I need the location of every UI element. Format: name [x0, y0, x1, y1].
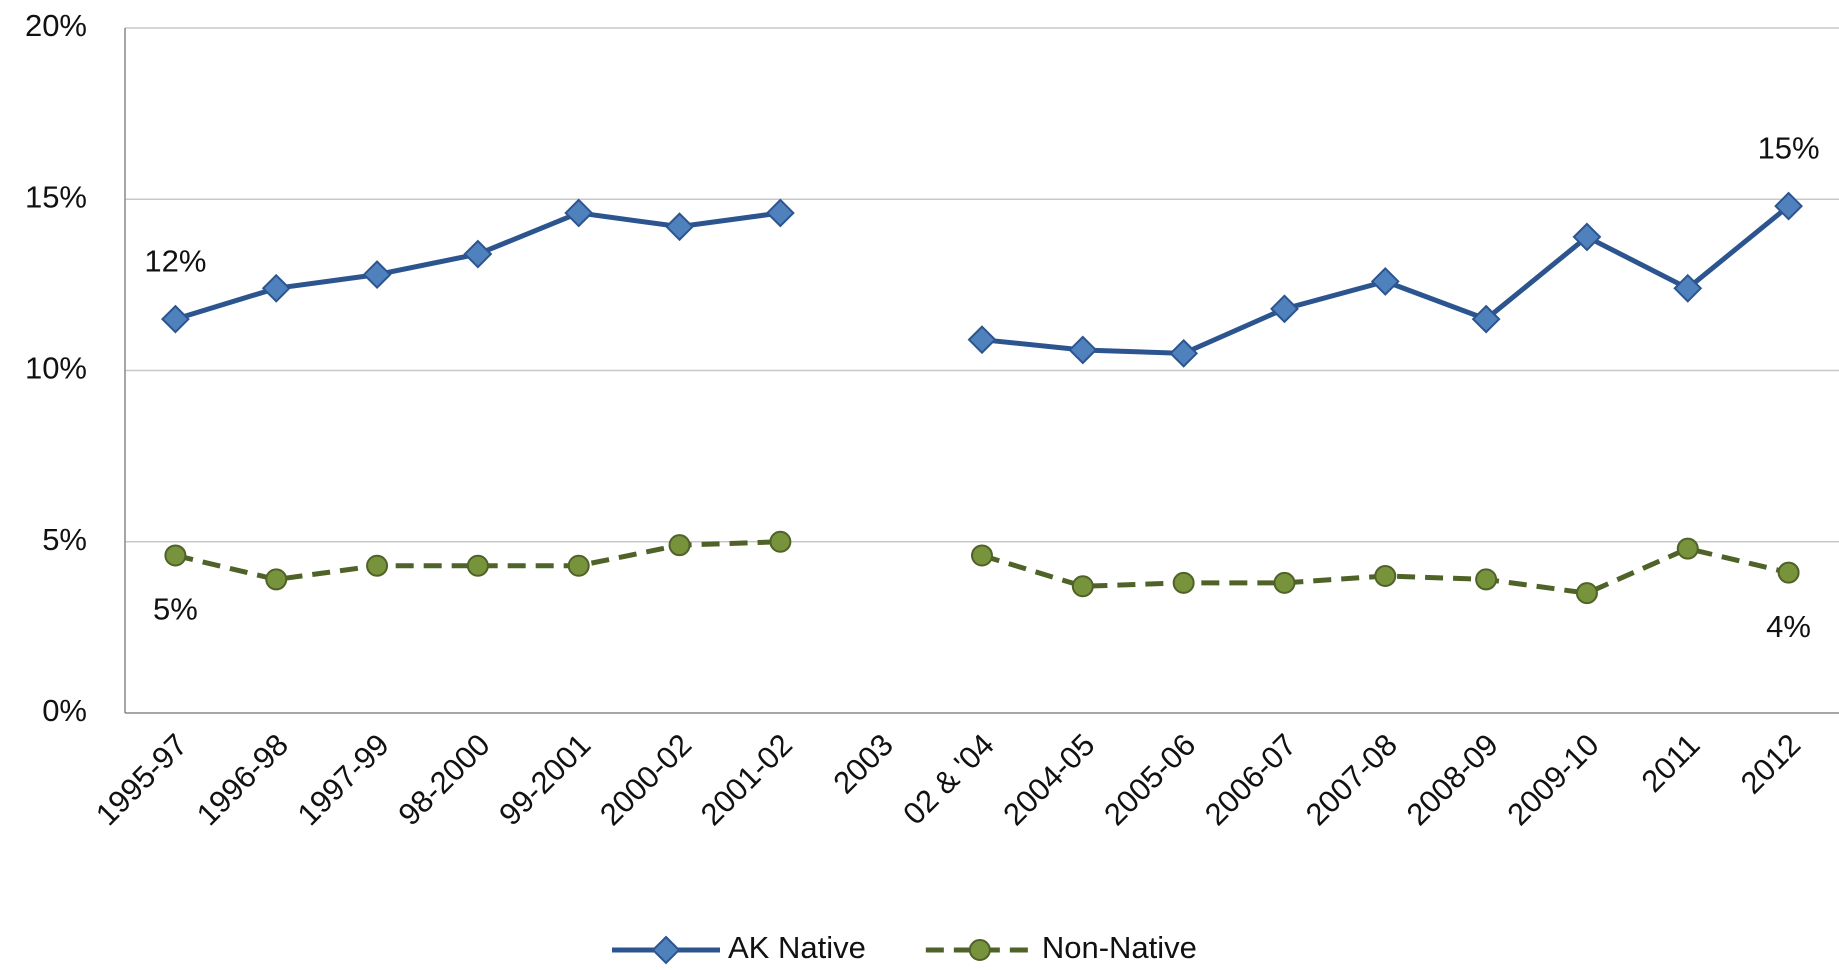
data-point [463, 239, 493, 269]
data-point [1572, 222, 1602, 252]
data-point [1370, 267, 1400, 296]
data-point [1273, 571, 1296, 594]
data-label: 15% [1758, 130, 1820, 165]
data-point [1068, 335, 1098, 365]
data-point [466, 554, 489, 577]
data-point [265, 568, 288, 591]
data-point [567, 554, 590, 577]
data-point [668, 534, 691, 557]
data-point [1475, 568, 1498, 591]
data-point [1575, 582, 1598, 605]
data-point [1169, 338, 1199, 368]
data-point [665, 212, 694, 242]
data-point [160, 304, 190, 334]
legend-marker [968, 939, 991, 961]
legend-marker [651, 935, 681, 965]
x-tick-label: 1997-99 [291, 727, 396, 832]
y-tick-label: 15% [25, 179, 87, 214]
data-point [1071, 575, 1094, 598]
data-label: 4% [1766, 609, 1811, 644]
y-tick-label: 5% [42, 522, 87, 557]
x-tick-label: 1996-98 [190, 727, 295, 832]
x-tick-label: 2005-06 [1097, 727, 1202, 832]
x-tick-label: 98-2000 [391, 727, 496, 832]
y-tick-label: 10% [25, 351, 87, 386]
data-point [1471, 304, 1501, 334]
data-point [1374, 565, 1397, 587]
data-point [1172, 571, 1195, 594]
data-point [971, 544, 993, 567]
data-point [1676, 537, 1699, 560]
y-tick-label: 0% [42, 693, 87, 728]
x-tick-label: 2003 [826, 727, 900, 801]
y-tick-label: 20% [25, 8, 87, 43]
data-point [261, 273, 291, 303]
data-point [1673, 273, 1703, 303]
x-tick-label: 2008-09 [1400, 727, 1505, 832]
x-tick-label: 2012 [1734, 727, 1808, 801]
x-tick-label: 2000-02 [593, 727, 698, 832]
data-point [1270, 294, 1299, 324]
data-point [164, 544, 187, 567]
x-tick-label: 2004-05 [996, 727, 1101, 832]
data-point [769, 530, 792, 553]
data-point [1774, 191, 1804, 221]
x-tick-label: 2001-02 [694, 727, 799, 832]
data-point [564, 198, 594, 228]
data-point [1777, 561, 1800, 584]
data-point [366, 554, 389, 577]
x-tick-label: 2006-07 [1198, 727, 1303, 832]
data-point [967, 325, 997, 355]
legend-label: Non-Native [1042, 930, 1197, 965]
x-tick-label: 02 & '04 [896, 727, 1001, 832]
x-tick-label: 1995-97 [89, 727, 194, 832]
data-label: 12% [144, 243, 206, 278]
data-label: 5% [153, 592, 198, 627]
data-point [362, 260, 392, 290]
x-tick-label: 2007-08 [1299, 727, 1404, 832]
x-tick-label: 2009-10 [1500, 727, 1605, 832]
legend-label: AK Native [728, 930, 866, 965]
legend: AK Native Non-Native [612, 930, 1197, 965]
x-tick-label: 2011 [1635, 727, 1707, 799]
x-tick-label: 99-2001 [492, 727, 597, 832]
data-point [765, 198, 795, 228]
